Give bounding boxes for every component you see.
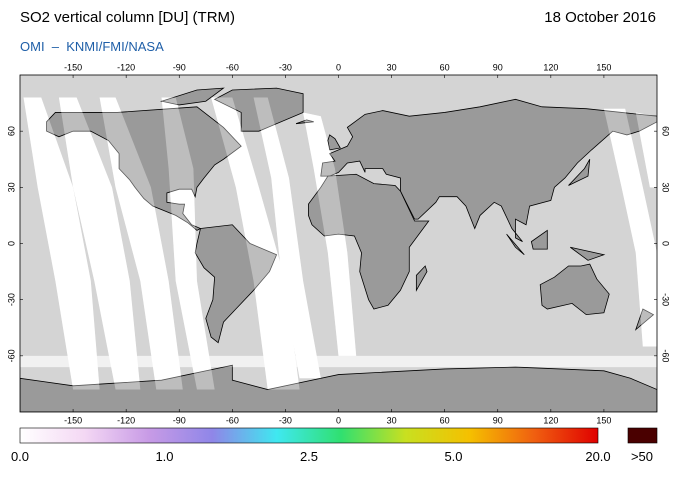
colorbar-label: 2.5 — [300, 449, 318, 464]
title: SO2 vertical column [DU] (TRM) — [20, 9, 235, 26]
geography — [20, 88, 657, 412]
lon-tick-label-bottom: -30 — [279, 415, 292, 425]
lat-tick-label-left: -30 — [6, 293, 16, 306]
lon-tick-label-bottom: 0 — [336, 415, 341, 425]
date: 18 October 2016 — [544, 9, 656, 26]
lat-tick-label-left: -60 — [6, 349, 16, 362]
lon-tick-label-bottom: -90 — [173, 415, 186, 425]
source: OMI – KNMI/FMI/NASA — [20, 39, 164, 54]
lon-tick-label-top: -60 — [226, 62, 239, 72]
colorbar-label: 20.0 — [585, 449, 610, 464]
colorbar — [19, 427, 599, 444]
lon-tick-label-bottom: 120 — [543, 415, 558, 425]
map — [20, 75, 657, 412]
lat-tick-label-right: -30 — [661, 293, 671, 306]
lon-tick-label-top: 150 — [596, 62, 611, 72]
lon-tick-label-bottom: 90 — [493, 415, 503, 425]
colorbar-label: 1.0 — [155, 449, 173, 464]
lat-tick-label-right: 0 — [661, 241, 671, 246]
lon-tick-label-bottom: -150 — [64, 415, 82, 425]
colorbar-label: 0.0 — [11, 449, 29, 464]
overflow-label: >50 — [631, 449, 653, 464]
lat-tick-label-right: 60 — [661, 126, 671, 136]
lat-tick-label-left: 60 — [6, 126, 16, 136]
lon-tick-label-top: -30 — [279, 62, 292, 72]
lon-tick-label-top: -150 — [64, 62, 82, 72]
lon-tick-label-top: -120 — [117, 62, 135, 72]
lat-tick-label-right: 30 — [661, 182, 671, 192]
lon-tick-label-bottom: 30 — [387, 415, 397, 425]
lon-tick-label-bottom: 150 — [596, 415, 611, 425]
colorbar-overflow — [627, 427, 658, 444]
lat-tick-label-left: 0 — [6, 241, 16, 246]
lon-tick-label-bottom: -120 — [117, 415, 135, 425]
lon-tick-label-bottom: 60 — [440, 415, 450, 425]
lon-tick-label-top: 90 — [493, 62, 503, 72]
lon-tick-label-top: 60 — [440, 62, 450, 72]
lon-tick-label-top: -90 — [173, 62, 186, 72]
lat-tick-label-right: -60 — [661, 349, 671, 362]
lon-tick-label-top: 30 — [387, 62, 397, 72]
lon-tick-label-bottom: -60 — [226, 415, 239, 425]
lon-tick-label-top: 120 — [543, 62, 558, 72]
lat-tick-label-left: 30 — [6, 182, 16, 192]
lon-tick-label-top: 0 — [336, 62, 341, 72]
colorbar-label: 5.0 — [444, 449, 462, 464]
